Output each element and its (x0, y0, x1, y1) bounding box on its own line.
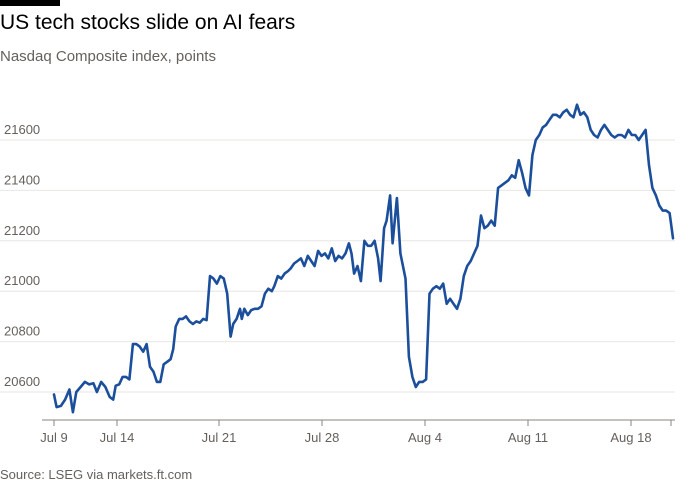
y-tick-label: 21600 (4, 122, 40, 137)
x-tick-label: Aug 11 (508, 430, 548, 445)
y-axis-labels: 20600 20800 21000 21200 21400 21600 (4, 122, 40, 389)
x-tick-label: Aug 18 (610, 430, 651, 445)
x-tick-label: Jul 28 (305, 430, 340, 445)
y-tick-label: 20600 (4, 374, 40, 389)
series-layer (52, 103, 675, 414)
x-tick-label: Aug 4 (408, 430, 442, 445)
y-tick-label: 21000 (4, 273, 40, 288)
ft-top-bar (0, 0, 60, 6)
x-tick-label: Jul 14 (100, 430, 135, 445)
series-line-nasdaq-composite (52, 103, 675, 414)
y-tick-label: 20800 (4, 324, 40, 339)
source-note: Source: LSEG via markets.ft.com (0, 467, 193, 482)
x-tick-label: Jul 21 (202, 430, 237, 445)
y-tick-label: 21200 (4, 223, 40, 238)
x-tick-label: Jul 9 (40, 430, 67, 445)
chart-title: US tech stocks slide on AI fears (0, 11, 296, 34)
gridlines (0, 139, 675, 393)
x-axis: Jul 9 Jul 14 Jul 21 Jul 28 Aug 4 Aug 11 Aug 18 (40, 419, 675, 445)
y-tick-label: 21400 (4, 172, 40, 187)
chart-subtitle: Nasdaq Composite index, points (0, 48, 216, 65)
